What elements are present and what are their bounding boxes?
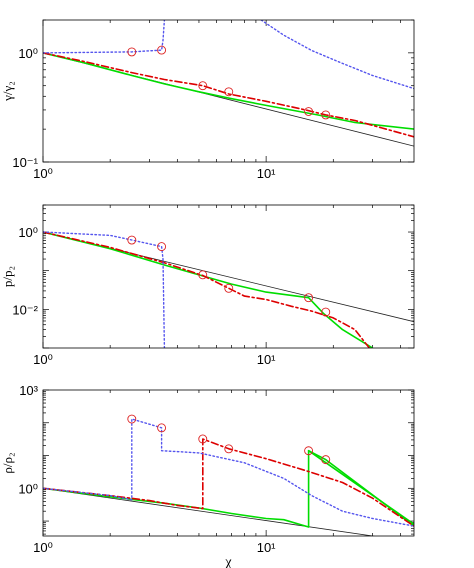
y-axis-label: p/p₂ <box>0 266 15 287</box>
y-tick-label: 10⁰ <box>18 481 38 496</box>
axes-frame <box>42 19 415 163</box>
series-line-4 <box>43 438 414 527</box>
series-line-4 <box>43 20 166 54</box>
data-point-marker <box>127 235 137 245</box>
data-point-marker <box>157 423 167 433</box>
axes-frame <box>42 389 415 537</box>
series-line-3 <box>307 449 414 526</box>
series-line-1 <box>43 487 376 536</box>
data-point-marker <box>198 81 208 91</box>
tick-marks <box>42 19 414 163</box>
x-tick-label: 10¹ <box>257 540 276 555</box>
y-axis-label: γ/γ₂ <box>0 81 15 102</box>
y-axis-label: ρ/ρ₂ <box>0 452 15 473</box>
markers-group <box>127 235 331 317</box>
data-point-marker <box>224 444 234 454</box>
data-point-marker <box>127 414 137 424</box>
y-tick-label: 10⁻¹ <box>12 155 38 170</box>
series-group <box>43 231 414 348</box>
series-line-3 <box>43 231 371 348</box>
series-group <box>43 418 414 536</box>
x-tick-label: 10⁰ <box>33 352 53 367</box>
data-point-marker <box>304 107 314 116</box>
data-point-marker <box>321 110 331 120</box>
series-line-2 <box>43 52 414 130</box>
data-point-marker <box>198 270 208 280</box>
panel-2: 10⁰ 10¹ 10⁻² 10⁰ p/p₂ <box>0 204 415 367</box>
series-line-5 <box>260 20 414 90</box>
y-tick-label: 10⁰ <box>18 225 38 240</box>
series-group <box>43 20 414 147</box>
x-tick-label: 10¹ <box>257 352 276 367</box>
series-line-5 <box>43 418 414 527</box>
markers-group <box>127 45 331 120</box>
x-tick-label: 10⁰ <box>33 166 53 181</box>
markers-group <box>127 414 331 465</box>
data-point-marker <box>127 47 137 57</box>
panel-3: 10⁰ 10¹ 10⁰ 10³ ρ/ρ₂ χ <box>0 383 415 568</box>
x-tick-label: 10⁰ <box>33 540 53 555</box>
data-point-marker <box>304 446 314 456</box>
y-tick-label: 10³ <box>19 383 38 398</box>
tick-marks <box>42 389 414 536</box>
x-axis-label: χ <box>224 555 232 568</box>
axes-frame <box>42 204 415 349</box>
data-point-marker <box>304 293 314 303</box>
data-point-marker <box>224 87 234 97</box>
series-line-2 <box>43 231 374 348</box>
data-point-marker <box>157 45 167 55</box>
series-line-2 <box>43 449 414 528</box>
data-point-marker <box>157 242 167 252</box>
series-line-3 <box>43 52 414 138</box>
y-tick-label: 10⁰ <box>18 46 38 61</box>
y-tick-label: 10⁻² <box>12 302 38 317</box>
data-point-marker <box>224 283 234 293</box>
data-point-marker <box>198 434 208 444</box>
series-line-4 <box>43 231 166 348</box>
data-point-marker <box>321 455 331 465</box>
x-tick-label: 10¹ <box>257 166 276 181</box>
data-point-marker <box>321 307 331 317</box>
